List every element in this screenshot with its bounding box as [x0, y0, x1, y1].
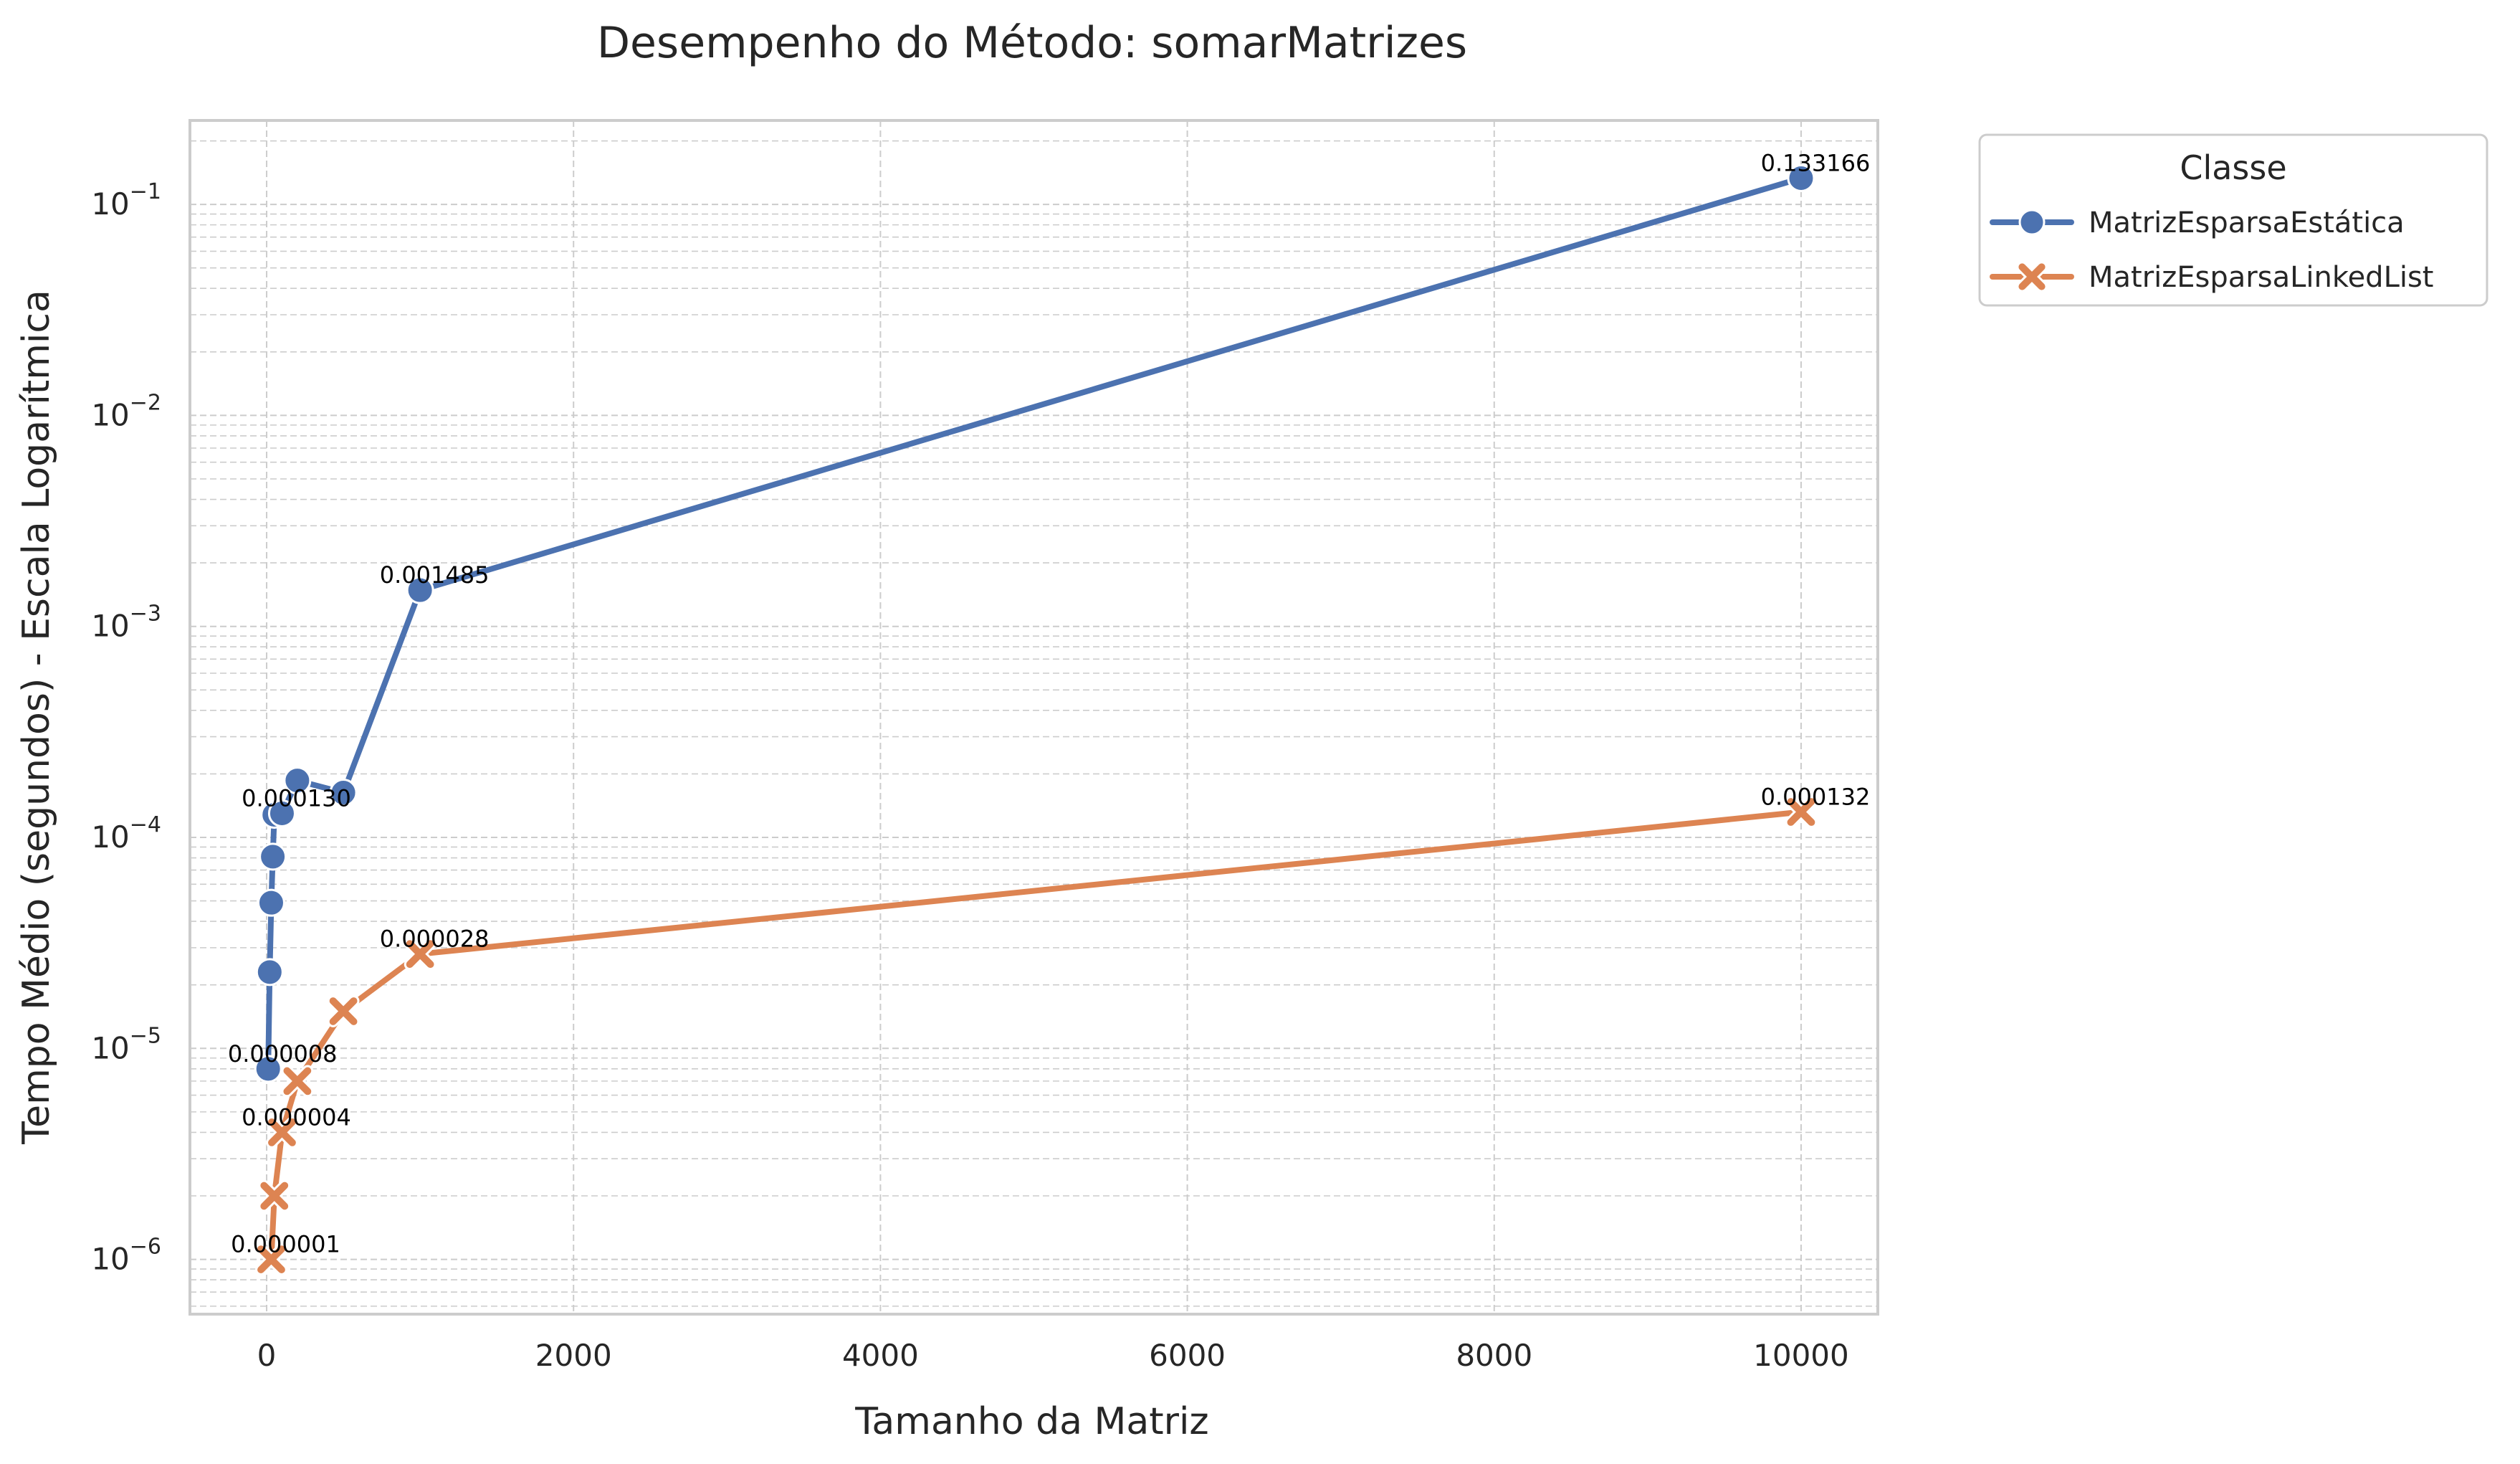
data-label: 0.000130	[242, 784, 351, 812]
series-group	[254, 164, 1815, 1083]
x-tick-label: 10000	[1753, 1338, 1849, 1373]
data-point-x	[404, 938, 436, 971]
data-label: 0.001485	[380, 561, 490, 589]
legend-label: MatrizEsparsaLinkedList	[2089, 261, 2433, 294]
x-tick-label: 6000	[1149, 1338, 1226, 1373]
data-label: 0.000004	[242, 1103, 351, 1131]
x-tick-label: 4000	[842, 1338, 919, 1373]
data-point-x	[258, 1179, 291, 1212]
axis-ticks: 0 2000 4000 6000 8000 10000 10−6 10−5 10−4 10−3 10…	[91, 179, 1848, 1373]
legend-title: Classe	[2180, 148, 2286, 187]
data-point-circle	[329, 779, 358, 807]
data-point-x	[266, 1116, 298, 1149]
data-point-circle	[254, 1055, 282, 1083]
data-labels: 0.000008 0.000130 0.001485 0.133166 0.000001…	[228, 150, 1870, 1258]
data-label: 0.000132	[1761, 784, 1871, 811]
legend-entry: MatrizEsparsaEstática	[1990, 206, 2405, 239]
data-label: 0.133166	[1761, 150, 1871, 177]
x-tick-label: 2000	[535, 1338, 612, 1373]
data-point-circle	[283, 766, 312, 795]
legend-box	[1978, 133, 2488, 307]
y-tick-label: 10−1	[91, 179, 161, 222]
data-point-x	[2016, 261, 2048, 293]
data-point-circle	[257, 888, 285, 917]
legend-label: MatrizEsparsaEstática	[2089, 206, 2405, 239]
y-tick-label: 10−2	[91, 390, 161, 432]
x-axis-label: Tamanho da Matriz	[854, 1400, 1208, 1443]
series-group	[255, 796, 1818, 1275]
plot-frame	[188, 119, 1879, 1316]
data-label: 0.000001	[231, 1231, 340, 1258]
series-layer	[254, 164, 1818, 1275]
grid	[190, 120, 1878, 1314]
data-point-circle	[1787, 164, 1815, 193]
x-tick-label: 8000	[1456, 1338, 1532, 1373]
y-axis-label: Tempo Médio (segundos) - Escala Logarítm…	[15, 290, 58, 1145]
y-tick-label: 10−4	[91, 812, 161, 855]
data-point-circle	[259, 842, 287, 871]
y-tick-label: 10−5	[91, 1023, 161, 1065]
data-point-circle	[255, 958, 284, 987]
chart-title: Desempenho do Método: somarMatrizes	[597, 18, 1467, 68]
data-point-x	[255, 1243, 287, 1275]
data-point-circle	[406, 576, 434, 604]
x-tick-label: 0	[257, 1338, 277, 1373]
legend-entries: MatrizEsparsaEstática MatrizEsparsaLinked…	[1990, 206, 2433, 294]
y-tick-label: 10−3	[91, 602, 161, 644]
data-label: 0.000008	[228, 1040, 338, 1068]
data-label: 0.000028	[380, 926, 490, 953]
data-point-x	[1785, 796, 1818, 828]
legend: Classe MatrizEsparsaEstáticaMatrizEspars…	[1978, 133, 2488, 307]
legend-entry: MatrizEsparsaLinkedList	[1990, 261, 2433, 294]
y-tick-label: 10−6	[91, 1235, 161, 1277]
data-point-circle	[2018, 209, 2046, 236]
data-point-x	[327, 995, 360, 1027]
data-point-circle	[267, 799, 296, 827]
data-point-x	[281, 1065, 314, 1098]
